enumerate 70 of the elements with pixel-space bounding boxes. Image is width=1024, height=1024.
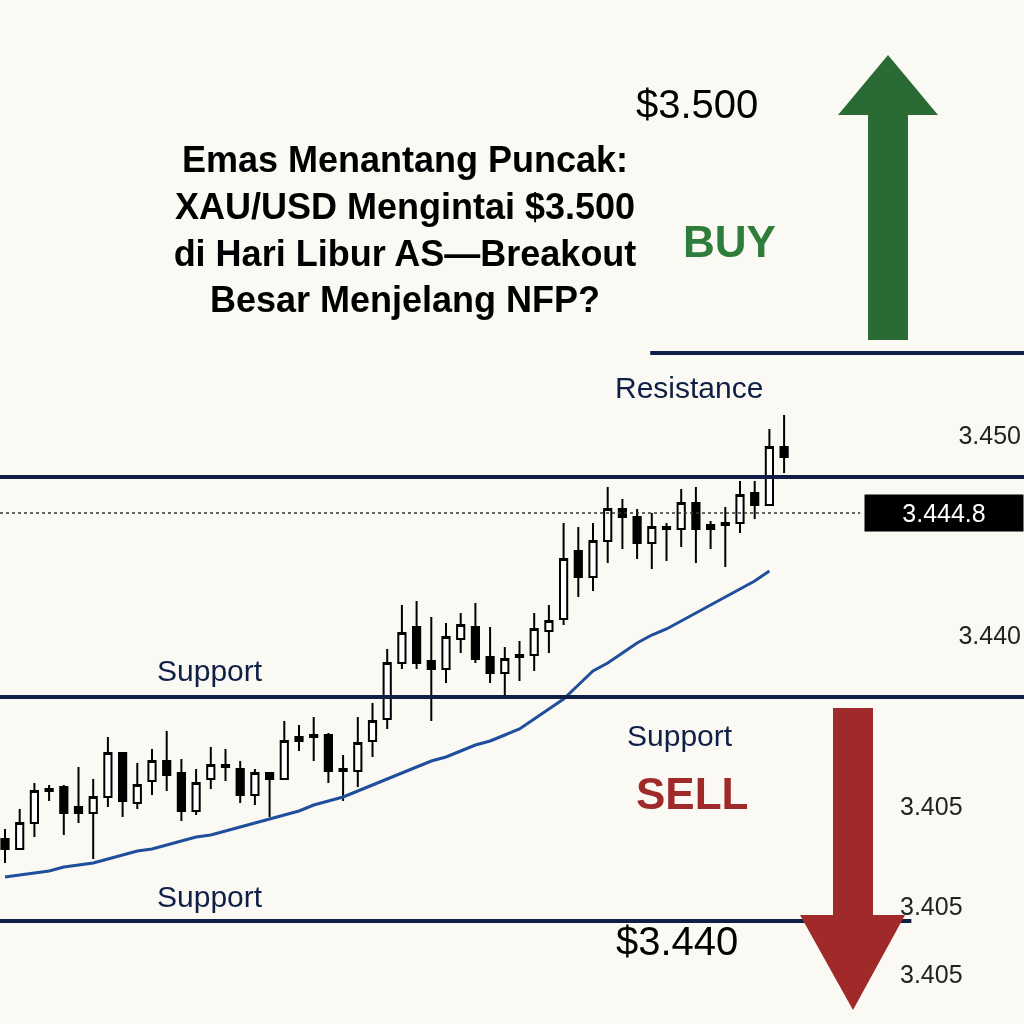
candlestick: [647, 512, 657, 570]
candlestick: [88, 778, 98, 860]
candlestick: [176, 758, 186, 822]
candlestick: [706, 520, 716, 550]
candlestick: [235, 760, 245, 804]
candlestick: [206, 746, 216, 790]
candlestick: [500, 646, 510, 698]
candlestick: [309, 716, 319, 762]
candlestick: [323, 732, 333, 784]
line-series: [3, 569, 771, 879]
ref-line-label: 3.444.8: [902, 499, 986, 527]
text: 3.405: [900, 892, 963, 920]
text: 3.405: [900, 960, 963, 988]
candlestick: [750, 480, 760, 520]
candlestick: [573, 526, 583, 598]
candlestick: [294, 724, 304, 752]
candlestick: [250, 768, 260, 806]
candlestick: [73, 766, 84, 824]
candlestick: [735, 480, 745, 534]
candlestick: [0, 828, 10, 864]
ref-line-label: Support: [157, 654, 263, 687]
candlestick: [265, 772, 275, 818]
candlestick: [661, 522, 672, 562]
candlestick: [338, 754, 348, 802]
candlestick: [691, 486, 701, 564]
candlestick: [44, 784, 54, 802]
candlestick: [15, 808, 25, 850]
candlestick: [441, 622, 451, 684]
annotation: BUY: [683, 217, 776, 266]
candlestick: [485, 626, 495, 684]
ref-line-label: Support: [157, 880, 263, 913]
candlestick: [529, 612, 539, 672]
candlestick: [426, 616, 436, 722]
candlestick: [353, 716, 363, 788]
candlestick: [720, 506, 730, 568]
annotation: Support: [627, 719, 733, 752]
candlestick: [617, 498, 627, 550]
candlestick: [382, 648, 392, 730]
y-tick-label: 3.440: [958, 620, 1021, 649]
candlestick: [118, 752, 128, 818]
candlestick: [132, 762, 142, 810]
candlestick: [514, 640, 525, 682]
candlestick: [559, 522, 569, 626]
candlestick: [603, 486, 613, 564]
candlestick: [220, 748, 231, 782]
candlestick: [456, 612, 466, 654]
candlestick: [103, 736, 113, 808]
candlestick: [397, 604, 407, 670]
candlestick: [632, 508, 642, 560]
candlestick: [367, 702, 378, 758]
candlestick: [676, 488, 686, 548]
candlestick: [764, 428, 774, 506]
annotation: $3.440: [616, 919, 739, 963]
y-tick-label: 3.450: [958, 420, 1021, 449]
candlestick: [588, 522, 598, 592]
annotation: SELL: [636, 769, 749, 818]
candlestick: [279, 720, 289, 780]
candlestick: [544, 604, 554, 654]
candlestick: [191, 768, 201, 816]
text: 3.405: [900, 792, 963, 820]
candlestick: [162, 730, 172, 792]
candlestick: [412, 600, 422, 670]
ref-line-label: Resistance: [615, 371, 764, 404]
candlestick: [29, 782, 39, 838]
text: Emas Menantang Puncak: XAU/USD Mengintai $3.500 di Hari Libur AS—Breakout Besar Menjelang NFP?: [173, 139, 637, 321]
annotation: $3.500: [636, 82, 759, 126]
candlestick: [59, 784, 69, 836]
candlestick: [779, 414, 789, 474]
candlestick: [147, 748, 157, 796]
candlestick: [470, 602, 480, 664]
